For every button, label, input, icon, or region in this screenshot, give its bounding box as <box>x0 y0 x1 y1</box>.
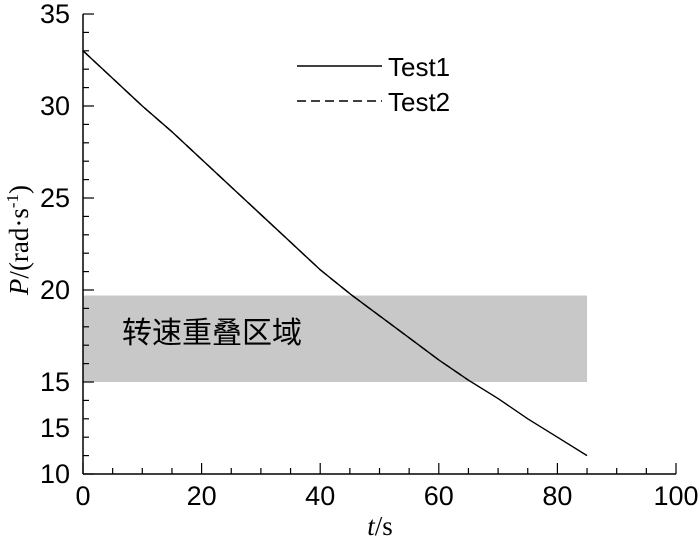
x-tick-label: 40 <box>305 481 335 511</box>
x-tick-label: 80 <box>542 481 572 511</box>
legend-label-test2: Test2 <box>388 87 450 117</box>
x-tick-label: 20 <box>187 481 217 511</box>
y-tick-label: 15 <box>40 413 70 443</box>
y-tick-label: 30 <box>40 91 70 121</box>
series-line-test1 <box>82 50 588 457</box>
legend-label-test1: Test1 <box>388 52 450 82</box>
x-tick-label: 60 <box>424 481 454 511</box>
y-tick-label: 15 <box>40 367 70 397</box>
y-tick-label: 25 <box>40 183 70 213</box>
y-tick-label: 20 <box>40 275 70 305</box>
x-axis-title: t/s <box>367 511 393 541</box>
x-tick-label: 100 <box>653 481 698 511</box>
series-line-test2 <box>82 50 469 381</box>
y-tick-label: 35 <box>40 0 70 29</box>
overlap-region <box>83 295 588 382</box>
y-tick-label: 10 <box>40 459 70 489</box>
y-axis-title: P/(rad·s-1) <box>3 185 34 296</box>
overlap-region-label: 转速重叠区域 <box>122 316 302 351</box>
x-tick-label: 0 <box>75 481 90 511</box>
